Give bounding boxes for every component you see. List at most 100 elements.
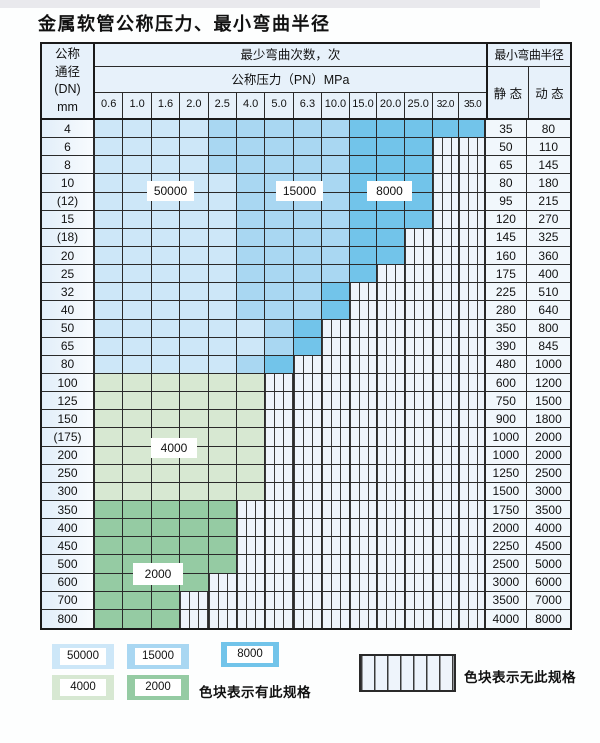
no-spec-cell <box>236 609 266 628</box>
no-spec-cell <box>377 609 405 628</box>
spec-cell <box>208 464 237 483</box>
no-spec-cell <box>459 156 486 175</box>
spec-cell <box>236 210 266 229</box>
no-spec-cell <box>459 283 486 302</box>
no-spec-cell <box>432 355 460 374</box>
no-spec-cell <box>293 355 323 374</box>
legend-chip-15000: 15000 <box>127 644 189 669</box>
spec-cell <box>151 591 181 610</box>
spec-cell <box>322 156 350 175</box>
table-row: 80 480 1000 <box>42 355 570 374</box>
dynamic-radius-cell: 2500 <box>526 464 570 483</box>
no-spec-cell <box>377 500 405 520</box>
dn-cell: 4 <box>42 120 95 139</box>
spec-cell <box>123 156 152 175</box>
spec-cell <box>95 482 124 501</box>
no-spec-cell <box>377 392 405 411</box>
cycle-label-15000: 15000 <box>276 181 323 201</box>
spec-cell <box>95 446 124 465</box>
spec-cell <box>265 246 294 266</box>
spec-cell <box>151 500 181 520</box>
legend-chip-4000: 4000 <box>52 675 114 700</box>
no-spec-cell <box>432 446 460 465</box>
dynamic-radius-cell: 845 <box>526 337 570 356</box>
spec-cell <box>123 410 152 429</box>
spec-cell <box>265 319 294 338</box>
static-radius-cell: 225 <box>485 283 527 302</box>
no-spec-cell <box>349 555 378 574</box>
no-spec-cell <box>322 464 350 483</box>
no-spec-cell <box>377 537 405 556</box>
legend-chip-50000: 50000 <box>52 644 114 669</box>
static-radius-cell: 3000 <box>485 573 527 592</box>
no-spec-cell <box>404 301 433 320</box>
dn-cell: 8 <box>42 156 95 175</box>
no-spec-cell <box>265 446 294 465</box>
dynamic-radius-cell: 1500 <box>526 392 570 411</box>
no-spec-cell <box>404 246 433 266</box>
no-spec-cell <box>432 464 460 483</box>
no-spec-cell <box>432 500 460 520</box>
static-radius-cell: 1000 <box>485 446 527 465</box>
table-row: 800 4000 8000 <box>42 609 570 628</box>
no-spec-cell <box>432 156 460 175</box>
legend-striped-box <box>359 654 456 692</box>
no-spec-cell <box>404 283 433 302</box>
spec-cell <box>236 373 266 393</box>
static-radius-cell: 3500 <box>485 591 527 610</box>
spec-cell <box>95 283 124 302</box>
no-spec-cell <box>459 210 486 229</box>
no-spec-cell <box>322 573 350 592</box>
spec-cell <box>208 174 237 193</box>
no-spec-cell <box>377 337 405 356</box>
no-spec-cell <box>349 410 378 429</box>
no-spec-cell <box>404 265 433 284</box>
dn-cell: 200 <box>42 446 95 465</box>
dn-cell: 500 <box>42 555 95 574</box>
spec-cell <box>180 537 209 556</box>
spec-cell <box>123 500 152 520</box>
spec-cell <box>95 210 124 229</box>
spec-cell <box>95 428 124 447</box>
table-row: 150 900 1800 <box>42 410 570 429</box>
pressure-header-cell: 15.0 <box>350 93 378 118</box>
no-spec-cell <box>349 283 378 302</box>
spec-cell <box>123 355 152 374</box>
no-spec-cell <box>349 573 378 592</box>
no-spec-cell <box>349 482 378 501</box>
dn-cell: (18) <box>42 228 95 247</box>
dn-cell: 300 <box>42 482 95 501</box>
table-row: 20 160 360 <box>42 246 570 266</box>
table-row: (18) 145 325 <box>42 228 570 247</box>
no-spec-cell <box>377 555 405 574</box>
no-spec-cell <box>293 537 323 556</box>
no-spec-cell <box>404 410 433 429</box>
legend-chip-50000-value: 50000 <box>60 648 106 665</box>
no-spec-cell <box>459 265 486 284</box>
table-row: 250 1250 2500 <box>42 464 570 483</box>
no-spec-cell <box>377 464 405 483</box>
cycles-header-group: 最少弯曲次数，次 公称压力（PN）MPa 0.6 1.0 1.6 2.0 2.5 4.0 5… <box>95 44 488 118</box>
no-spec-cell <box>377 410 405 429</box>
dn-cell: 20 <box>42 246 95 266</box>
spec-cell <box>123 337 152 356</box>
pressure-header-cell: 2.0 <box>180 93 209 118</box>
spec-cell <box>377 120 405 139</box>
spec-cell <box>151 265 181 284</box>
no-spec-cell <box>322 500 350 520</box>
no-spec-cell <box>377 428 405 447</box>
spec-cell <box>208 283 237 302</box>
spec-cell <box>123 392 152 411</box>
no-spec-cell <box>459 373 486 393</box>
spec-cell <box>180 355 209 374</box>
static-radius-cell: 600 <box>485 373 527 393</box>
pressure-header-cell: 25.0 <box>405 93 433 118</box>
no-spec-cell <box>377 519 405 538</box>
static-radius-cell: 750 <box>485 392 527 411</box>
no-spec-cell <box>349 355 378 374</box>
static-dynamic-header-row: 静 态 动 态 <box>487 67 570 118</box>
spec-cell <box>377 246 405 266</box>
no-spec-cell <box>322 591 350 610</box>
pressure-header-cell: 1.6 <box>152 93 181 118</box>
spec-cell <box>123 319 152 338</box>
